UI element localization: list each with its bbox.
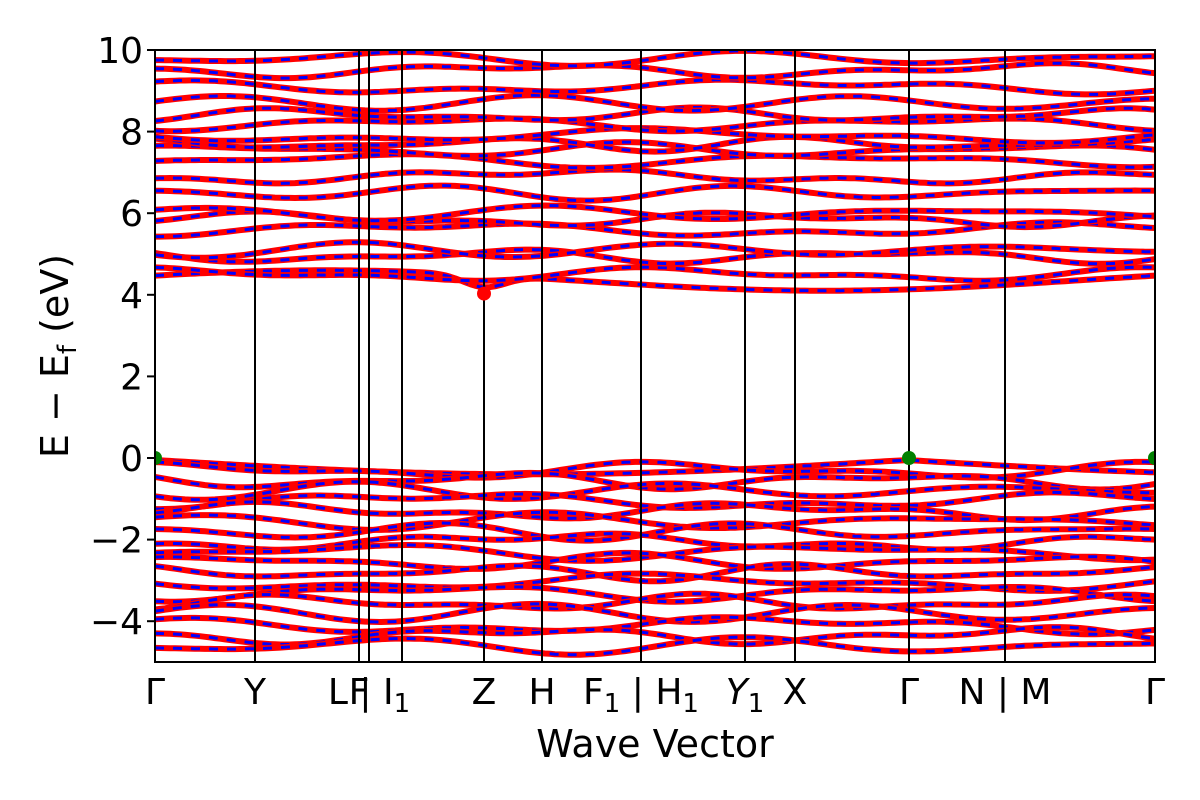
valence-band-overlay [155,480,1155,502]
conduction-band-overlay [155,152,1155,170]
y-tick-label: −4 [90,602,143,643]
y-axis-label: E − Ef (eV) [33,254,83,458]
conduction-band-overlay [155,126,1155,145]
x-tick-label: Z [472,672,497,713]
vbm-marker [1148,451,1155,465]
conduction-band-overlay [155,184,1155,203]
x-tick-label: Y [243,672,267,713]
conduction-band-overlay [155,240,1155,260]
valence-band-overlay [155,602,1155,624]
valence-band-overlay [155,562,1155,583]
x-tick-label: L | I1 [328,672,410,719]
conduction-band-overlay [155,50,1155,68]
x-tick-label: H [528,672,555,713]
x-axis-ticks: Γ Y FL | I1 Z H F1 | H1 Y1 X Γ N | M Γ [145,672,1165,719]
valence-band-overlay [155,635,1155,657]
x-axis-label: Wave Vector [536,722,774,766]
valence-band-overlay [155,615,1155,636]
x-tick-label: Γ [1145,672,1165,713]
y-axis-label-main: E − E [33,354,77,458]
valence-band-overlay [155,543,1155,563]
x-tick-label: Γ [145,672,165,713]
x-tick-label: Γ [899,672,919,713]
valence-band-overlay [155,551,1155,571]
y-axis-label-unit: (eV) [33,254,77,345]
x-tick-label: Y1 [726,672,765,719]
conduction-band-overlay [155,268,1155,293]
valence-band-overlay [155,510,1155,532]
conduction-band-overlay [155,61,1155,80]
y-tick-label: 4 [120,276,143,317]
valence-band-overlay [155,521,1155,543]
kpoint-lines [154,50,1156,662]
conduction-band-overlay [155,78,1155,96]
conduction-band-overlay [155,106,1155,123]
x-tick-label: F1 | H1 [583,672,699,719]
y-tick-label: 10 [97,31,143,72]
y-tick-label: 8 [120,113,143,154]
valence-band-overlay [155,592,1155,611]
y-tick-label: 0 [120,439,143,480]
conduction-band-overlay [155,248,1155,266]
y-tick-label: 2 [120,357,143,398]
y-axis-label-sub: f [53,344,83,354]
vbm-marker [902,451,916,465]
x-tick-label: X [783,672,808,713]
plot-frame [154,49,1156,663]
valence-band-overlay [155,490,1155,511]
cbm-marker [477,286,491,301]
conduction-band-overlay [155,203,1155,223]
y-tick-label: −2 [90,521,143,562]
extrema-markers [155,286,1155,465]
band-lines [155,50,1155,658]
conduction-band-overlay [155,265,1155,283]
y-axis-ticks: −4 −2 0 2 4 6 8 10 [90,31,155,643]
conduction-band-overlay [155,135,1155,154]
vbm-marker [155,451,162,465]
valence-band-overlay [155,585,1155,604]
conduction-band-overlay [155,168,1155,185]
x-tick-label: N | M [958,672,1051,713]
conduction-band-overlay [155,93,1155,113]
x-tick-label: F [349,672,370,713]
y-tick-label: 6 [120,194,143,235]
